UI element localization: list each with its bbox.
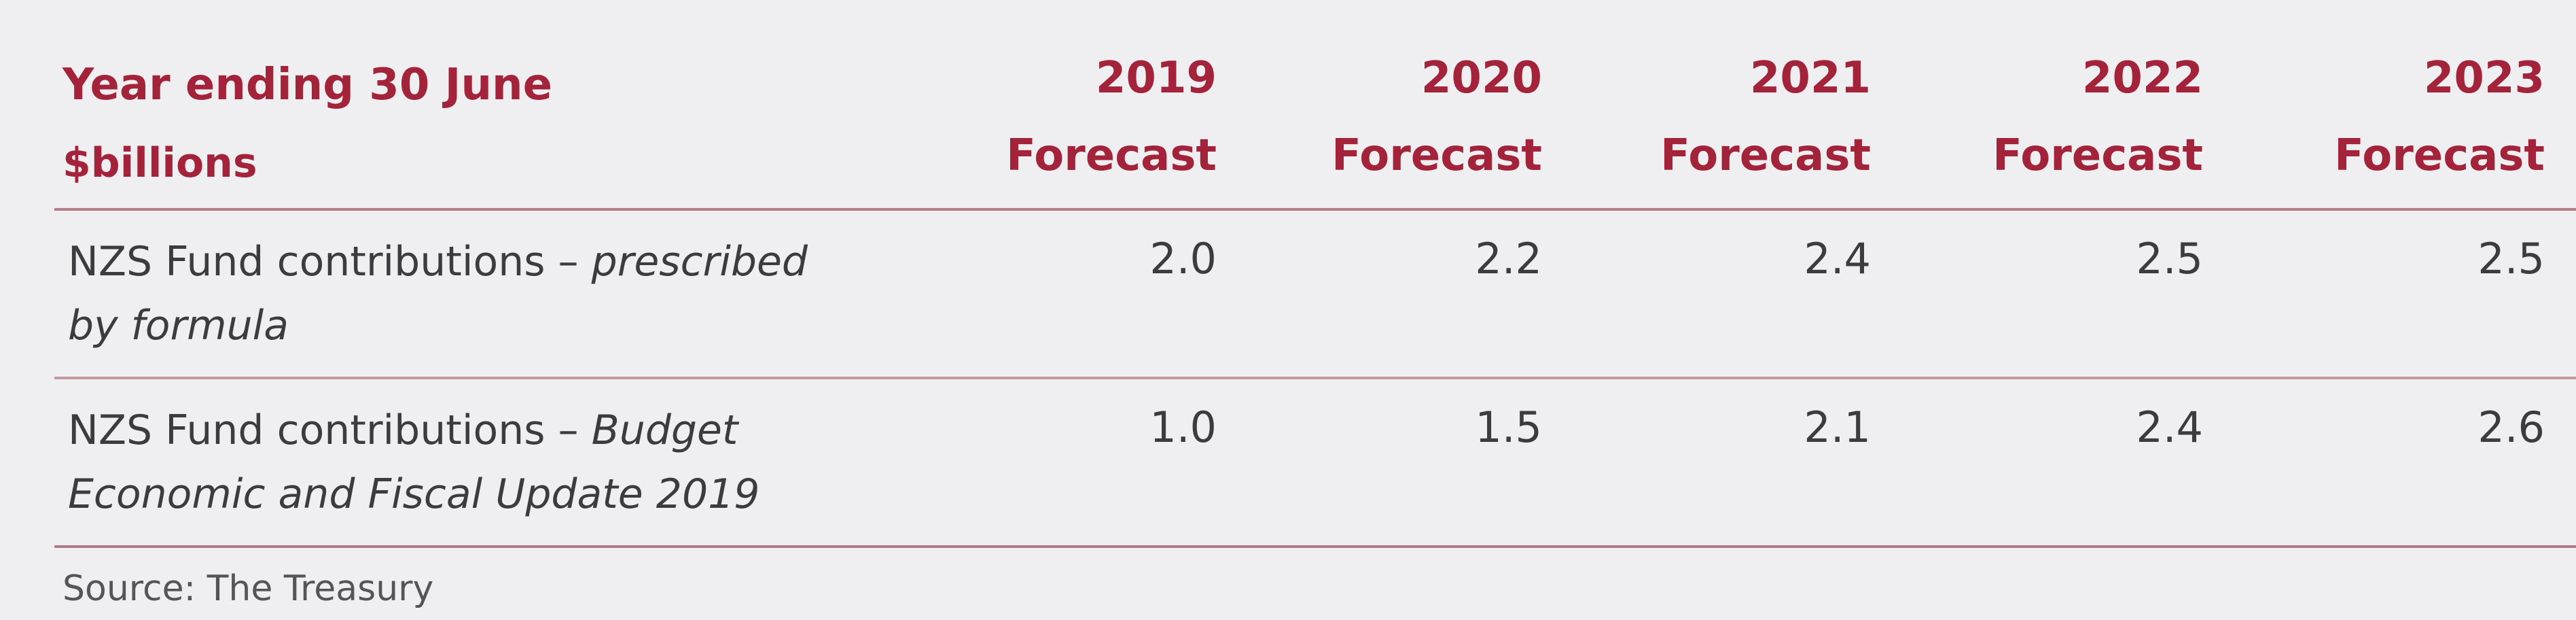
cell-value: 2.2 [1475,234,1542,283]
column-year: 2019 [1095,53,1217,103]
cell-value: 2.5 [2136,234,2203,283]
header-title: Year ending 30 June [62,60,552,110]
row-label-text: NZS Fund contributions – [68,238,579,286]
column-label: Forecast [1331,131,1542,181]
row-label-italic: prescribed [591,238,808,286]
column-year: 2021 [1749,53,1871,103]
row-label-italic: Budget [591,407,738,454]
cell-value: 2.5 [2477,234,2545,283]
rule [54,377,2576,379]
cell-value: 2.4 [2136,402,2203,452]
column-year: 2023 [2423,53,2545,103]
row-label: NZS Fund contributions – Budget [68,407,738,454]
cell-value: 2.4 [1804,234,1871,283]
column-label: Forecast [1660,131,1871,181]
cell-value: 2.1 [1804,402,1871,452]
cell-value: 1.5 [1475,402,1542,452]
row-label: NZS Fund contributions – prescribed [68,238,808,286]
cell-value: 1.0 [1149,402,1217,452]
column-label: Forecast [1006,131,1217,181]
row-label-italic: by formula [68,302,289,349]
column-label: Forecast [1992,131,2203,181]
header-unit: $billions [62,139,257,187]
column-label: Forecast [2334,131,2545,181]
rule [54,208,2576,211]
source: Source: The Treasury [62,568,434,609]
column-year: 2020 [1420,53,1542,103]
rule [54,545,2576,548]
column-year: 2022 [2081,53,2203,103]
row-label-text: NZS Fund contributions – [68,407,579,454]
row-label-italic: Economic and Fiscal Update 2019 [68,470,760,518]
cell-value: 2.6 [2477,402,2545,452]
cell-value: 2.0 [1149,234,1217,283]
